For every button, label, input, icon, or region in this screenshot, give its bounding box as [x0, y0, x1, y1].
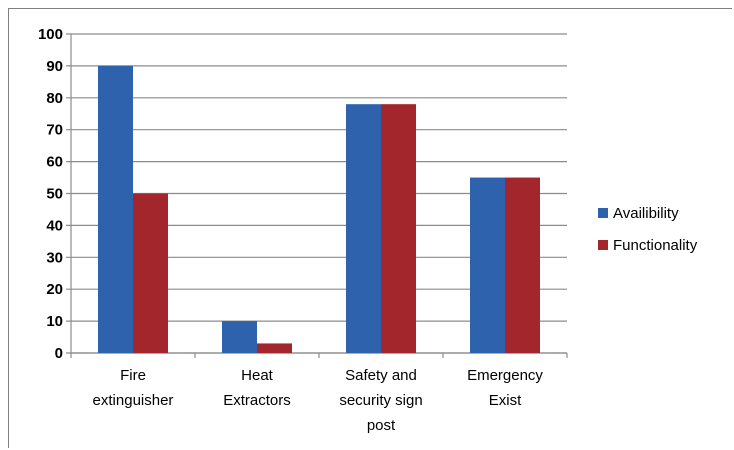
x-category-label: Emergency [467, 367, 543, 384]
bar-functionality-0 [133, 193, 168, 353]
x-category-label: extinguisher [93, 392, 174, 409]
legend-label-availibility: Availibility [613, 205, 679, 222]
y-tick-label: 80 [46, 90, 63, 107]
bar-availibility-1 [222, 321, 257, 353]
x-category-label: security sign [339, 392, 422, 409]
x-category-label: Exist [489, 392, 522, 409]
y-tick-label: 30 [46, 249, 63, 266]
x-category-label: Safety and [345, 367, 417, 384]
bar-functionality-1 [257, 343, 292, 353]
y-tick-label: 40 [46, 217, 63, 234]
x-category-label: Heat [241, 367, 274, 384]
y-tick-label: 50 [46, 186, 63, 203]
legend-swatch-functionality [598, 240, 608, 250]
y-tick-label: 20 [46, 281, 63, 298]
bar-availibility-2 [346, 104, 381, 354]
bar-functionality-2 [381, 104, 416, 354]
y-tick-label: 60 [46, 154, 63, 171]
bar-functionality-3 [505, 177, 540, 353]
y-tick-label: 70 [46, 122, 63, 139]
x-category-label: Extractors [223, 392, 291, 409]
bar-availibility-3 [470, 177, 505, 353]
y-tick-label: 90 [46, 58, 63, 75]
x-category-label: post [367, 417, 396, 434]
legend-swatch-availibility [598, 208, 608, 218]
y-tick-label: 0 [55, 345, 63, 362]
legend-label-functionality: Functionality [613, 237, 698, 254]
y-tick-label: 100 [38, 26, 63, 43]
bar-availibility-0 [98, 65, 133, 354]
x-category-label: Fire [120, 367, 146, 384]
chart-frame [8, 8, 732, 448]
y-tick-label: 10 [46, 313, 63, 330]
